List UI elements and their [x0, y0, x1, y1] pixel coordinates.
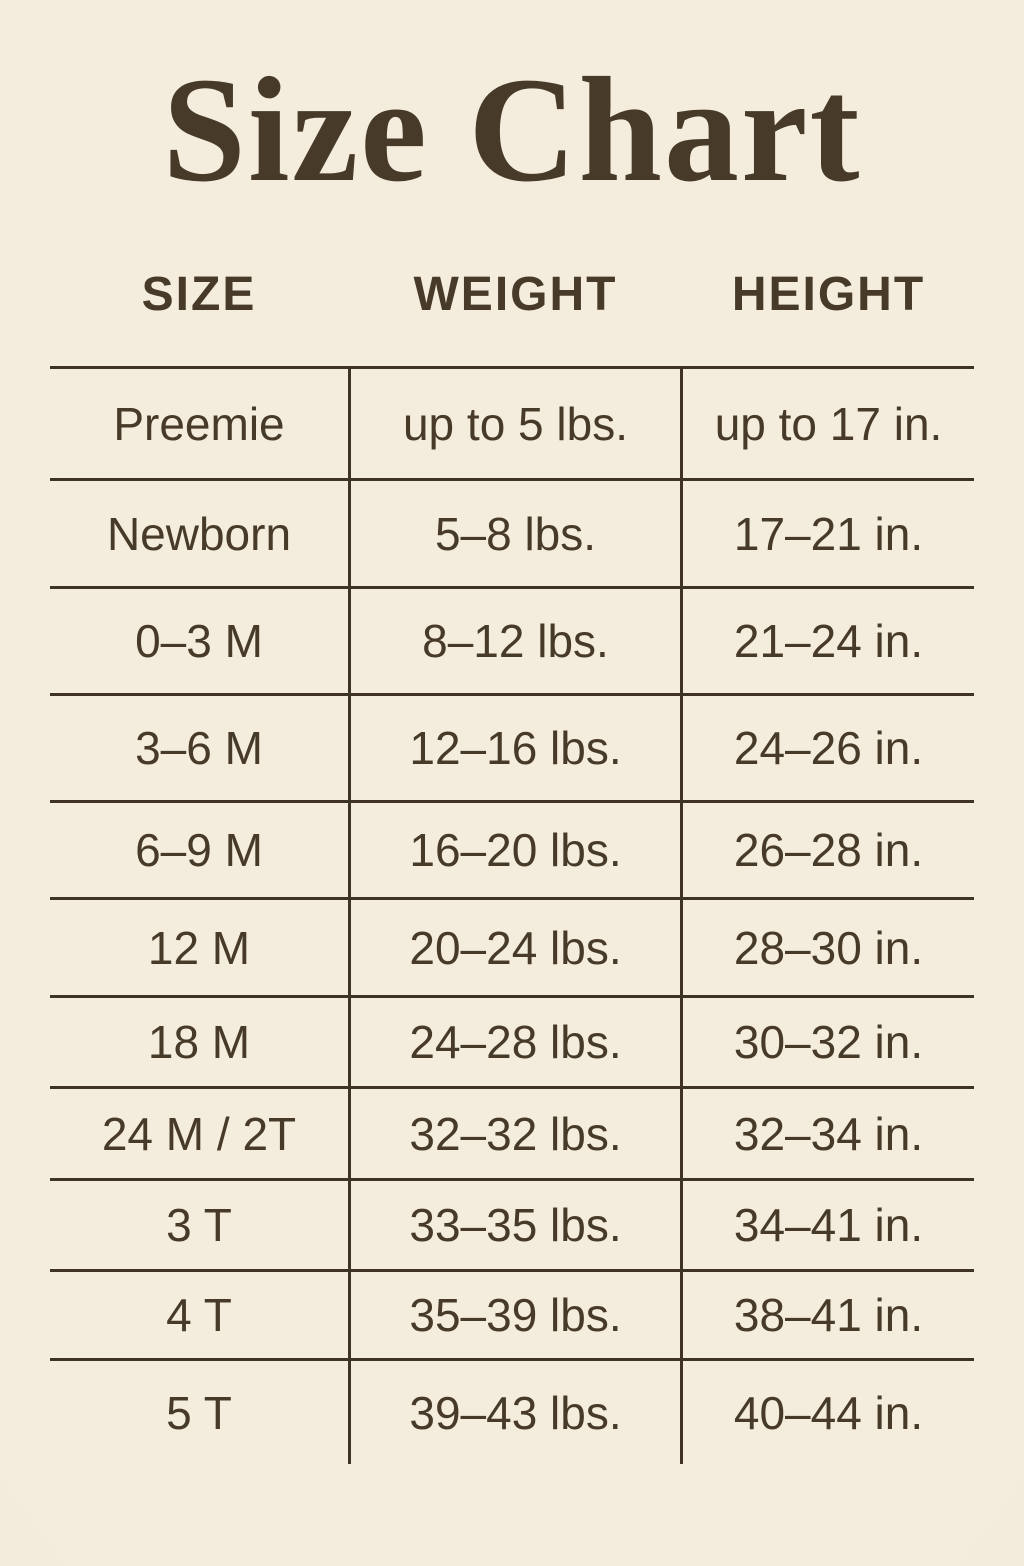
weight-cell: 20–24 lbs.	[348, 897, 683, 995]
weight-cell: 8–12 lbs.	[348, 586, 683, 693]
size-cell: 3–6 M	[50, 693, 348, 800]
size-cell: 4 T	[50, 1269, 348, 1358]
size-chart-table: SIZE WEIGHT HEIGHT Preemie up to 5 lbs. up…	[50, 240, 974, 1464]
size-cell: Newborn	[50, 478, 348, 586]
weight-cell: 24–28 lbs.	[348, 995, 683, 1086]
height-cell: 38–41 in.	[683, 1269, 974, 1358]
size-cell: Preemie	[50, 366, 348, 478]
weight-cell: 5–8 lbs.	[348, 478, 683, 586]
size-cell: 0–3 M	[50, 586, 348, 693]
size-cell: 5 T	[50, 1358, 348, 1464]
size-cell: 3 T	[50, 1178, 348, 1269]
weight-cell: 39–43 lbs.	[348, 1358, 683, 1464]
size-cell: 6–9 M	[50, 800, 348, 897]
height-cell: 21–24 in.	[683, 586, 974, 693]
weight-cell: 32–32 lbs.	[348, 1086, 683, 1178]
column-header-height: HEIGHT	[731, 267, 926, 321]
weight-cell: 16–20 lbs.	[348, 800, 683, 897]
height-cell: 40–44 in.	[683, 1358, 974, 1464]
height-cell: 26–28 in.	[683, 800, 974, 897]
column-header-size: SIZE	[141, 267, 257, 321]
size-cell: 18 M	[50, 995, 348, 1086]
height-cell: 17–21 in.	[683, 478, 974, 586]
weight-cell: 12–16 lbs.	[348, 693, 683, 800]
page-title: Size Chart	[162, 47, 862, 213]
column-header-weight: WEIGHT	[413, 267, 618, 321]
height-cell: 28–30 in.	[683, 897, 974, 995]
height-cell: 34–41 in.	[683, 1178, 974, 1269]
height-cell: 32–34 in.	[683, 1086, 974, 1178]
weight-cell: up to 5 lbs.	[348, 366, 683, 478]
weight-cell: 35–39 lbs.	[348, 1269, 683, 1358]
height-cell: 24–26 in.	[683, 693, 974, 800]
size-cell: 24 M / 2T	[50, 1086, 348, 1178]
size-cell: 12 M	[50, 897, 348, 995]
height-cell: 30–32 in.	[683, 995, 974, 1086]
weight-cell: 33–35 lbs.	[348, 1178, 683, 1269]
height-cell: up to 17 in.	[683, 366, 974, 478]
